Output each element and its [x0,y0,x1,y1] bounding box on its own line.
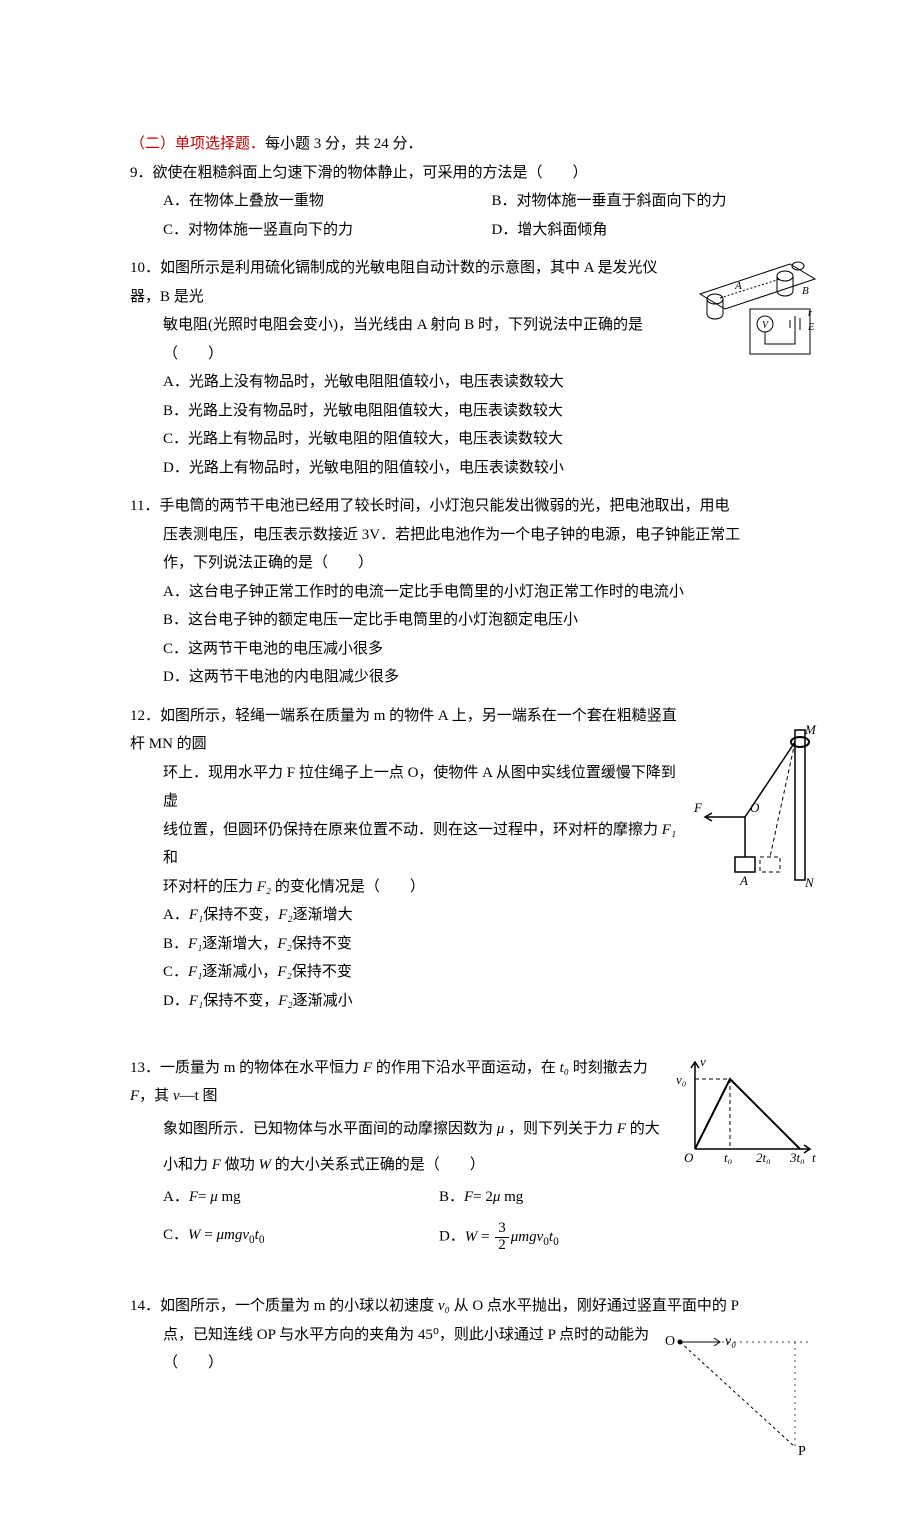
q12-option-c: C．F₁逐渐减小，F₂保持不变 [130,958,820,987]
question-13: v v₀ O t₀ 2t₀ 3t₀ t 13．一质量为 m 的物体在水平恒力 F… [130,1054,820,1254]
q10-fig-label-b: B [802,285,809,297]
q12-number: 12． [130,708,160,724]
q10-option-d: D．光路上有物品时，光敏电阻的阻值较小，电压表读数较小 [130,454,820,483]
q13-diagram-svg: v v₀ O t₀ 2t₀ 3t₀ t [670,1054,820,1164]
q12-text1: 如图所示，轻绳一端系在质量为 m 的物件 A 上，另一端系在一个套在粗糙竖直杆 … [130,708,677,753]
q13-number: 13． [130,1060,160,1076]
q13-fig-t: t [812,1150,816,1164]
q9-stem: 9．欲使在粗糙斜面上匀速下滑的物体静止，可采用的方法是（ ） [130,159,820,188]
q11-text1: 手电筒的两节干电池已经用了较长时间，小灯泡只能发出微弱的光，把电池取出，用电 [159,498,729,514]
q12-f2-a: F₂ [257,879,271,895]
q9-option-b: B．对物体施一垂直于斜面向下的力 [492,187,821,216]
q10-option-a: A．光路上没有物品时，光敏电阻阻值较小，电压表读数较大 [130,368,820,397]
question-9: 9．欲使在粗糙斜面上匀速下滑的物体静止，可采用的方法是（ ） A．在物体上叠放一… [130,159,820,245]
q11-option-b: B．这台电子钟的额定电压一定比手电筒里的小灯泡额定电压小 [130,606,820,635]
q11-text2: 压表测电压，电压表示数接近 3V．若把此电池作为一个电子钟的电源，电子钟能正常工 [130,521,820,550]
section-info: 每小题 3 分，共 24 分． [265,136,423,152]
q10-option-b: B．光路上没有物品时，光敏电阻阻值较大，电压表读数较大 [130,397,820,426]
q10-options: A．光路上没有物品时，光敏电阻阻值较小，电压表读数较大 B．光路上没有物品时，光… [130,368,820,482]
q12-option-a: A．F₁保持不变，F₂逐渐增大 [130,901,820,930]
q11-option-c: C．这两节干电池的电压减小很多 [130,635,820,664]
q9-option-c: C．对物体施一竖直向下的力 [163,216,492,245]
q9-options: A．在物体上叠放一重物 B．对物体施一垂直于斜面向下的力 C．对物体施一竖直向下… [130,187,820,244]
question-10: A B V E r 10．如图所示是利用硫化镉制成的光敏电阻自动计数的示意图，其… [130,254,820,482]
q10-figure: A B V E r [690,254,820,364]
section-title: （二）单项选择题． [130,136,265,152]
q14-fig-v0: v₀ [725,1334,736,1349]
q9-number: 9． [130,165,153,181]
question-11: 11．手电筒的两节干电池已经用了较长时间，小灯泡只能发出微弱的光，把电池取出，用… [130,492,820,692]
q13-t1a: 一质量为 m 的物体在水平恒力 [160,1060,363,1076]
q13-option-b: B．F= 2μ mg [439,1183,715,1212]
q12-figure: M N O F A [690,722,820,892]
q10-option-c: C．光路上有物品时，光敏电阻的阻值较大，电压表读数较大 [130,425,820,454]
q10-fig-label-a: A [734,280,742,292]
q12-option-d: D．F₁保持不变，F₂逐渐减小 [130,987,820,1016]
q13-option-a: A．F= μ mg [163,1183,439,1212]
q11-option-d: D．这两节干电池的内电阻减少很多 [130,663,820,692]
q11-stem: 11．手电筒的两节干电池已经用了较长时间，小灯泡只能发出微弱的光，把电池取出，用… [130,492,820,521]
q13-figure: v v₀ O t₀ 2t₀ 3t₀ t [670,1054,820,1164]
q12-text3a: 线位置，但圆环仍保持在原来位置不动．则在这一过程中，环对杆的摩擦力 [163,822,662,838]
q9-option-d: D．增大斜面倾角 [492,216,821,245]
q11-text3: 作，下列说法正确的是（ ） [130,549,820,578]
q13-fig-v0: v₀ [676,1072,686,1087]
q13-fig-3t0: 3t₀ [789,1150,805,1164]
q13-option-d: D．W = 32μmgv0t0 [439,1221,715,1254]
q12-fig-n: N [804,875,815,890]
q11-options: A．这台电子钟正常工作时的电流一定比手电筒里的小灯泡正常工作时的电流小 B．这台… [130,578,820,692]
q14-fig-p: P [798,1444,806,1457]
q13-fig-v: v [700,1054,706,1069]
q12-option-b: B．F₁逐渐增大，F₂保持不变 [130,930,820,959]
q14-fig-o: O [665,1334,675,1349]
q12-text3b: 和 [163,850,178,866]
q12-f1-a: F₁ [662,822,676,838]
q9-option-a: A．在物体上叠放一重物 [163,187,492,216]
q10-fig-label-r: r [808,308,812,319]
q9-text: 欲使在粗糙斜面上匀速下滑的物体静止，可采用的方法是（ ） [153,165,588,181]
q10-text1: 如图所示是利用硫化镉制成的光敏电阻自动计数的示意图，其中 A 是发光仪器，B 是… [130,260,658,305]
q14-stem: 14．如图所示，一个质量为 m 的小球以初速度 v₀ 从 O 点水平抛出，刚好通… [130,1292,820,1321]
q12-fig-a: A [739,873,748,888]
q12-text4b: 的变化情况是（ ） [271,879,425,895]
q13-fig-t0: t₀ [724,1150,732,1164]
q12-text4a: 环对杆的压力 [163,879,257,895]
q10-number: 10． [130,260,160,276]
q12-fig-m: M [804,722,817,737]
q11-number: 11． [130,498,159,514]
q14-number: 14． [130,1298,160,1314]
question-14: 14．如图所示，一个质量为 m 的小球以初速度 v₀ 从 O 点水平抛出，刚好通… [130,1292,820,1457]
q10-fig-label-e: E [807,322,814,333]
q14-figure: O v₀ P [660,1327,810,1457]
q12-fig-o: O [750,800,760,815]
q12-diagram-svg: M N O F A [690,722,820,892]
q14-diagram-svg: O v₀ P [660,1327,810,1457]
q13-fig-o: O [684,1150,694,1164]
q12-options: A．F₁保持不变，F₂逐渐增大 B．F₁逐渐增大，F₂保持不变 C．F₁逐渐减小… [130,901,820,1015]
q10-fig-label-v: V [762,320,770,331]
question-12: M N O F A 12．如图所示，轻绳一端系在质量为 m 的物件 A 上，另一… [130,702,820,1016]
q13-option-c: C．W = μmgv0t0 [163,1221,439,1254]
q11-option-a: A．这台电子钟正常工作时的电流一定比手电筒里的小灯泡正常工作时的电流小 [130,578,820,607]
q13-options: A．F= μ mg B．F= 2μ mg C．W = μmgv0t0 D．W =… [130,1183,820,1254]
q12-fig-f: F [693,800,703,815]
q10-diagram-svg: A B V E r [690,254,820,364]
section-heading: （二）单项选择题．每小题 3 分，共 24 分． [130,130,820,159]
q13-fig-2t0: 2t₀ [756,1150,771,1164]
